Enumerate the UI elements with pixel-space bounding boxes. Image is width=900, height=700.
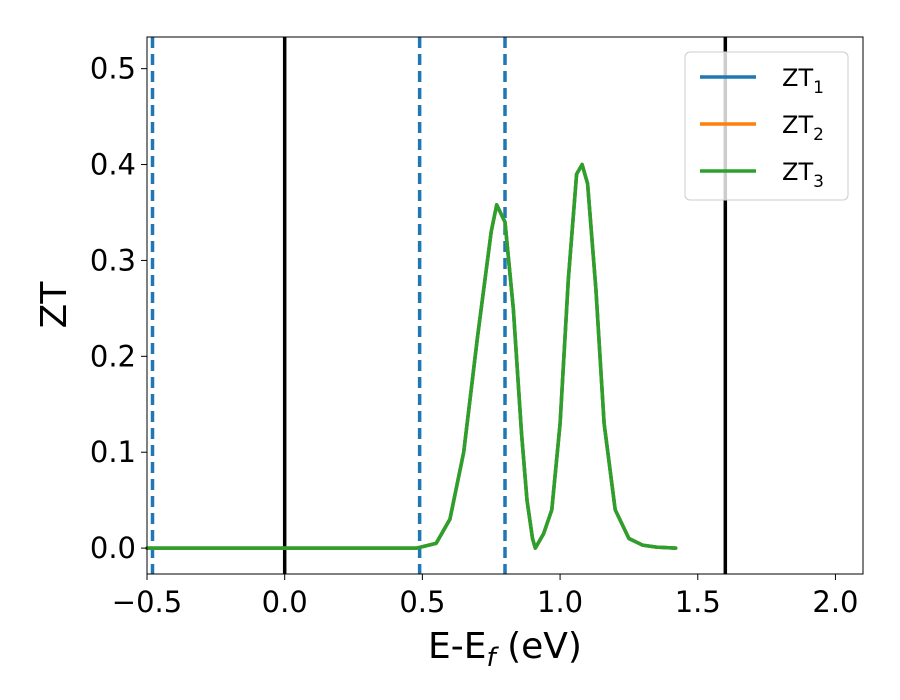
y-tick-label: 0.5	[90, 52, 136, 86]
x-axis-title-main: E-E	[428, 626, 486, 667]
legend-label-1: ZT1	[782, 64, 824, 98]
series-lines	[145, 162, 678, 550]
x-tick-label: 0.0	[262, 585, 308, 619]
y-axis-ticks: 0.0 0.1 0.2 0.3 0.4 0.5	[90, 52, 147, 565]
y-tick-label: 0.4	[90, 148, 136, 182]
x-tick-label: 1.0	[537, 585, 583, 619]
legend-box	[684, 51, 849, 201]
legend: ZT1 ZT2 ZT3	[684, 51, 849, 201]
y-axis-title: ZT	[34, 281, 75, 329]
x-tick-label: 2.0	[812, 585, 858, 619]
y-tick-label: 0.3	[90, 243, 136, 277]
x-tick-label: 1.5	[675, 585, 721, 619]
y-tick-label: 0.0	[90, 531, 136, 565]
x-axis-title: E-Ef (eV)	[428, 626, 582, 673]
legend-label-3: ZT3	[782, 158, 824, 192]
y-tick-label: 0.2	[90, 339, 136, 373]
x-tick-label: 0.5	[399, 585, 445, 619]
legend-items: ZT1 ZT2 ZT3	[700, 64, 824, 192]
plot-frame	[146, 36, 864, 575]
y-tick-label: 0.1	[90, 435, 136, 469]
legend-label-2: ZT2	[782, 111, 824, 145]
x-axis-title-unit: (eV)	[496, 626, 582, 667]
series-line-3	[145, 162, 678, 550]
x-tick-label: −0.5	[112, 585, 182, 619]
x-axis-ticks: −0.5 0.0 0.5 1.0 1.5 2.0	[112, 574, 859, 619]
